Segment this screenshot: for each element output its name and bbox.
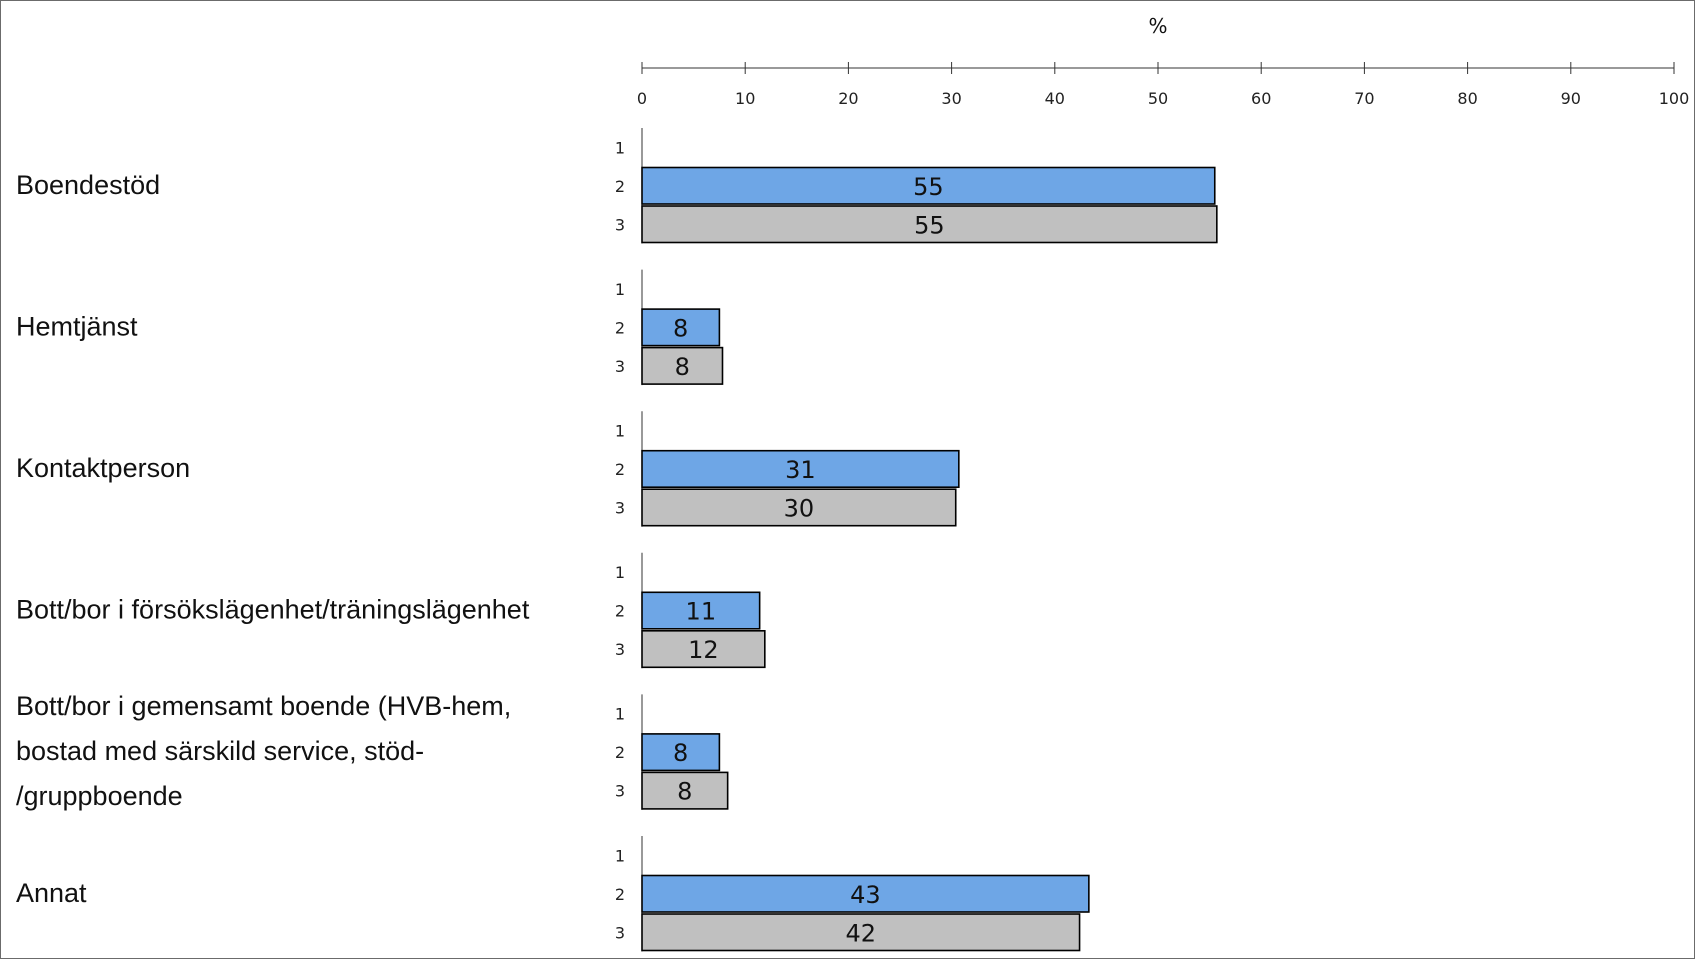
bar-value-label: 43 (850, 881, 881, 909)
row-label: 3 (615, 640, 625, 659)
row-label: 3 (615, 215, 625, 234)
category-label: Kontaktperson (16, 453, 190, 483)
x-tick-label: 100 (1659, 89, 1690, 108)
x-tick-label: 30 (941, 89, 961, 108)
bar-series-3 (641, 488, 957, 527)
category-label: Bott/bor i gemensamt boende (HVB-hem, (16, 691, 511, 721)
x-tick-label: 60 (1251, 89, 1271, 108)
row-label: 1 (615, 846, 625, 865)
row-label: 3 (615, 782, 625, 801)
bar-value-label: 31 (785, 456, 816, 484)
category-label: Annat (16, 878, 87, 908)
bar-value-label: 11 (686, 598, 717, 626)
category-label: Bott/bor i försökslägenhet/träningslägen… (16, 595, 530, 625)
row-label: 1 (615, 563, 625, 582)
bar-series-3 (641, 629, 766, 669)
x-tick-label: 70 (1354, 89, 1374, 108)
bar-series-2 (641, 591, 761, 630)
bar-series-3 (641, 913, 1081, 952)
row-label: 2 (615, 743, 625, 762)
category-label: bostad med särskild service, stöd- (16, 736, 424, 766)
x-tick-label: 80 (1457, 89, 1477, 108)
x-tick-label: 40 (1045, 89, 1065, 108)
bar-value-label: 42 (846, 919, 877, 947)
bar-value-label: 8 (673, 314, 688, 342)
row-label: 2 (615, 318, 625, 337)
row-label: 1 (615, 280, 625, 299)
row-label: 3 (615, 498, 625, 517)
x-tick-label: 0 (637, 89, 647, 108)
bar-series-2 (641, 449, 960, 489)
row-label: 2 (615, 602, 625, 621)
category-label: Hemtjänst (16, 311, 138, 341)
bar-value-label: 12 (688, 636, 719, 664)
row-label: 2 (615, 460, 625, 479)
category-label: Boendestöd (16, 170, 160, 200)
bar-series-3 (641, 346, 724, 385)
row-label: 1 (615, 421, 625, 440)
bar-value-label: 30 (784, 494, 815, 522)
axis-unit-label: % (1148, 14, 1167, 38)
row-label: 3 (615, 357, 625, 376)
bar-series-2 (641, 874, 1090, 913)
bar-value-label: 8 (675, 353, 690, 381)
x-tick-label: 10 (735, 89, 755, 108)
x-tick-label: 90 (1561, 89, 1581, 108)
x-tick-label: 50 (1148, 89, 1168, 108)
bar-series-2 (641, 733, 721, 772)
category-label: /gruppboende (16, 781, 183, 811)
bar-series-3 (641, 771, 729, 810)
row-label: 1 (615, 705, 625, 724)
row-label: 1 (615, 138, 625, 157)
bar-value-label: 55 (913, 173, 944, 201)
bar-series-2 (641, 308, 721, 347)
x-tick-label: 20 (838, 89, 858, 108)
row-label: 3 (615, 923, 625, 942)
bar-value-label: 8 (677, 778, 692, 806)
row-label: 2 (615, 885, 625, 904)
bar-value-label: 55 (914, 211, 945, 239)
bar-value-label: 8 (673, 739, 688, 767)
row-label: 2 (615, 177, 625, 196)
bar-series-3 (641, 205, 1218, 244)
bar-series-2 (641, 166, 1216, 205)
